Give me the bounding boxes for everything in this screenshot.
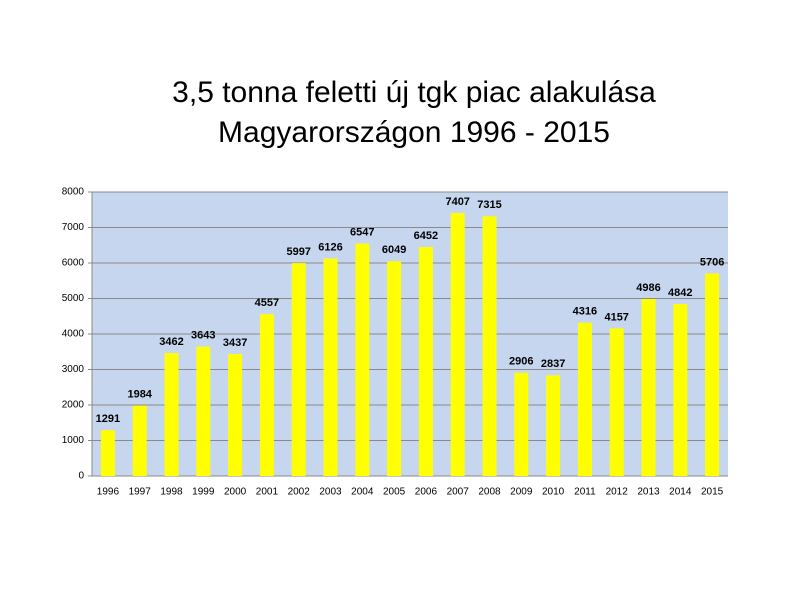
data-label: 6452	[414, 230, 438, 242]
x-tick-label: 1997	[129, 487, 152, 498]
bar	[482, 216, 497, 476]
bar	[705, 273, 720, 476]
x-tick-label: 2015	[701, 487, 724, 498]
x-tick-label: 2001	[256, 487, 279, 498]
data-label: 4986	[636, 282, 660, 294]
data-label: 6547	[350, 226, 374, 238]
x-tick-label: 2005	[383, 487, 406, 498]
x-tick-label: 1999	[192, 487, 215, 498]
data-label: 3462	[159, 336, 183, 348]
bar	[132, 405, 147, 476]
data-label: 6049	[382, 244, 406, 256]
x-tick-label: 2004	[351, 487, 374, 498]
bar	[609, 328, 624, 476]
y-tick-label: 6000	[62, 258, 85, 269]
y-tick-label: 0	[78, 471, 84, 482]
x-tick-label: 2006	[415, 487, 438, 498]
y-tick-label: 8000	[62, 187, 85, 198]
bar	[577, 322, 592, 476]
bar	[196, 346, 211, 476]
x-tick-label: 2013	[637, 487, 660, 498]
data-label: 3643	[191, 330, 215, 342]
x-tick-label: 2011	[574, 487, 596, 498]
y-tick-label: 3000	[62, 364, 85, 375]
y-tick-label: 2000	[62, 400, 85, 411]
bar	[387, 261, 402, 476]
data-label: 4842	[668, 287, 692, 299]
data-label: 1984	[127, 388, 152, 400]
x-tick-label: 2009	[510, 487, 533, 498]
bar	[673, 304, 688, 476]
data-label: 6126	[318, 241, 342, 253]
x-tick-label: 2014	[669, 487, 692, 498]
bar	[514, 372, 529, 476]
x-tick-label: 2008	[478, 487, 501, 498]
x-tick-label: 2012	[606, 487, 629, 498]
y-tick-label: 7000	[62, 222, 85, 233]
x-tick-label: 2000	[224, 487, 247, 498]
x-tick-label: 2002	[288, 487, 311, 498]
bar	[450, 213, 465, 476]
data-label: 1291	[96, 413, 120, 425]
data-label: 7315	[477, 199, 501, 211]
data-label: 4557	[255, 297, 279, 309]
bar	[323, 258, 338, 476]
data-label: 7407	[445, 196, 469, 208]
chart-title: 3,5 tonna feletti új tgk piac alakulása	[172, 76, 656, 109]
x-tick-label: 2010	[542, 487, 565, 498]
chart-title: Magyarországon 1996 - 2015	[218, 116, 610, 149]
x-tick-label: 1996	[97, 487, 120, 498]
x-tick-label: 2003	[319, 487, 342, 498]
bar	[291, 263, 306, 476]
x-tick-label: 2007	[447, 487, 470, 498]
data-label: 2837	[541, 358, 565, 370]
bar	[641, 298, 656, 476]
bar	[418, 246, 433, 476]
data-label: 3437	[223, 337, 247, 349]
data-label: 4316	[573, 306, 597, 318]
bar	[546, 375, 561, 476]
bar	[100, 430, 115, 476]
data-label: 5997	[286, 246, 310, 258]
bar	[259, 314, 274, 476]
bar	[228, 353, 243, 476]
data-label: 2906	[509, 356, 533, 368]
data-label: 4157	[604, 311, 628, 323]
y-tick-label: 1000	[62, 435, 85, 446]
x-tick-label: 1998	[160, 487, 183, 498]
bar	[164, 353, 179, 476]
y-tick-label: 5000	[62, 293, 85, 304]
bar	[355, 243, 370, 476]
y-tick-label: 4000	[62, 329, 85, 340]
data-label: 5706	[700, 256, 724, 268]
